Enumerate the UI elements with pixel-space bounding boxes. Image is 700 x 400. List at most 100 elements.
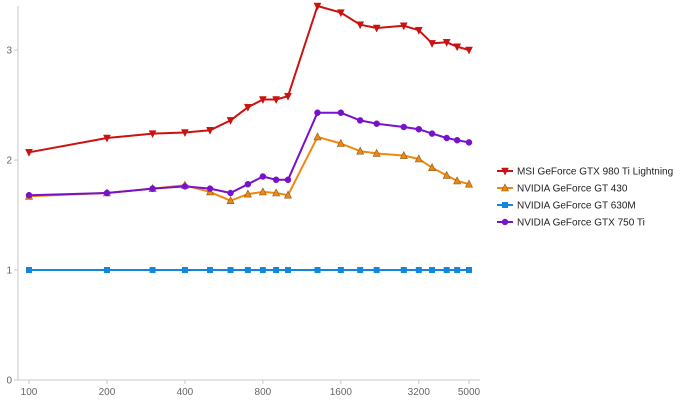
data-point xyxy=(415,267,422,273)
data-point xyxy=(259,267,266,273)
data-point xyxy=(429,267,436,273)
data-point xyxy=(442,39,451,47)
data-point xyxy=(244,180,252,188)
data-point xyxy=(313,132,322,141)
data-point xyxy=(443,267,450,273)
data-point xyxy=(26,267,32,273)
data-point xyxy=(415,125,423,133)
data-point xyxy=(206,185,214,192)
y-tick-label: 1 xyxy=(6,266,12,277)
chart-series-lines xyxy=(28,5,470,271)
data-point xyxy=(465,46,473,55)
data-point xyxy=(336,9,345,18)
data-point xyxy=(273,267,280,273)
legend-marker xyxy=(501,218,509,226)
data-point xyxy=(356,146,365,155)
data-point xyxy=(356,21,365,30)
data-point xyxy=(243,103,252,112)
data-point xyxy=(313,2,322,11)
data-point xyxy=(181,183,189,190)
data-point xyxy=(428,163,437,171)
data-point xyxy=(284,176,292,184)
data-point xyxy=(373,120,380,127)
data-point xyxy=(400,123,408,131)
data-point xyxy=(207,267,214,273)
legend-marker xyxy=(502,202,508,208)
data-point xyxy=(181,129,189,138)
data-point xyxy=(272,96,281,105)
x-tick-label: 5000 xyxy=(458,387,481,398)
y-tick-label: 3 xyxy=(6,46,12,57)
data-point xyxy=(259,173,267,180)
data-point xyxy=(442,170,451,179)
data-point xyxy=(372,148,381,157)
data-point xyxy=(258,187,267,196)
y-tick-label: 2 xyxy=(6,156,12,167)
chart-series-markers xyxy=(25,2,473,273)
data-point xyxy=(400,267,407,273)
data-point xyxy=(181,267,188,273)
legend-entry-label: NVIDIA GeForce GTX 750 Ti xyxy=(517,218,645,229)
data-point xyxy=(356,117,364,124)
data-point xyxy=(206,127,214,135)
data-point xyxy=(272,188,281,197)
x-tick-label: 1600 xyxy=(330,387,353,398)
data-point xyxy=(336,138,345,147)
data-point xyxy=(103,134,111,143)
x-tick-label: 3200 xyxy=(408,387,431,398)
data-point xyxy=(453,136,461,144)
legend-entry-label: MSI GeForce GTX 980 Ti Lightning xyxy=(517,167,673,178)
data-point xyxy=(284,267,291,273)
data-point xyxy=(453,176,462,185)
data-point xyxy=(103,189,111,197)
data-point xyxy=(149,185,156,192)
x-tick-label: 800 xyxy=(255,387,272,398)
legend-entry-label: NVIDIA GeForce GT 630M xyxy=(517,201,636,212)
data-point xyxy=(465,179,473,188)
data-point xyxy=(103,267,110,273)
data-point xyxy=(243,189,252,198)
data-point xyxy=(226,196,235,204)
data-point xyxy=(227,267,234,273)
data-point xyxy=(284,92,292,101)
data-point xyxy=(372,24,381,33)
data-point xyxy=(25,191,33,199)
data-point xyxy=(466,267,472,273)
chart-axes: 0 1 2 3 100 200 400 800 1600 3200 5000 xyxy=(6,6,481,398)
data-point xyxy=(25,149,33,157)
data-point xyxy=(454,267,461,273)
data-point xyxy=(428,130,436,137)
legend-entry-label: NVIDIA GeForce GT 430 xyxy=(517,184,628,195)
data-point xyxy=(337,267,344,273)
data-point xyxy=(428,40,436,48)
data-point xyxy=(373,267,380,273)
data-point xyxy=(244,267,251,273)
data-point xyxy=(357,267,364,273)
data-point xyxy=(149,267,156,273)
data-point xyxy=(227,189,234,197)
data-point xyxy=(272,176,280,184)
data-point xyxy=(414,26,423,35)
data-point xyxy=(314,109,321,116)
data-point xyxy=(337,109,345,116)
data-point xyxy=(258,96,267,105)
x-tick-label: 400 xyxy=(177,387,194,398)
data-point xyxy=(453,43,462,52)
data-point xyxy=(226,117,235,125)
data-point xyxy=(443,134,450,142)
data-point xyxy=(283,190,292,199)
series-line-1 xyxy=(28,135,470,202)
chart-legend: MSI GeForce GTX 980 Ti Lightning NVIDIA G… xyxy=(497,167,673,229)
x-tick-label: 200 xyxy=(99,387,116,398)
y-tick-label: 0 xyxy=(6,376,12,387)
data-point xyxy=(399,150,408,159)
data-point xyxy=(465,139,473,146)
data-point xyxy=(148,130,157,139)
data-point xyxy=(399,22,408,31)
legend-marker xyxy=(501,167,509,176)
data-point xyxy=(314,267,321,273)
data-point xyxy=(414,154,423,163)
x-tick-label: 100 xyxy=(21,387,38,398)
legend-marker xyxy=(501,183,509,192)
